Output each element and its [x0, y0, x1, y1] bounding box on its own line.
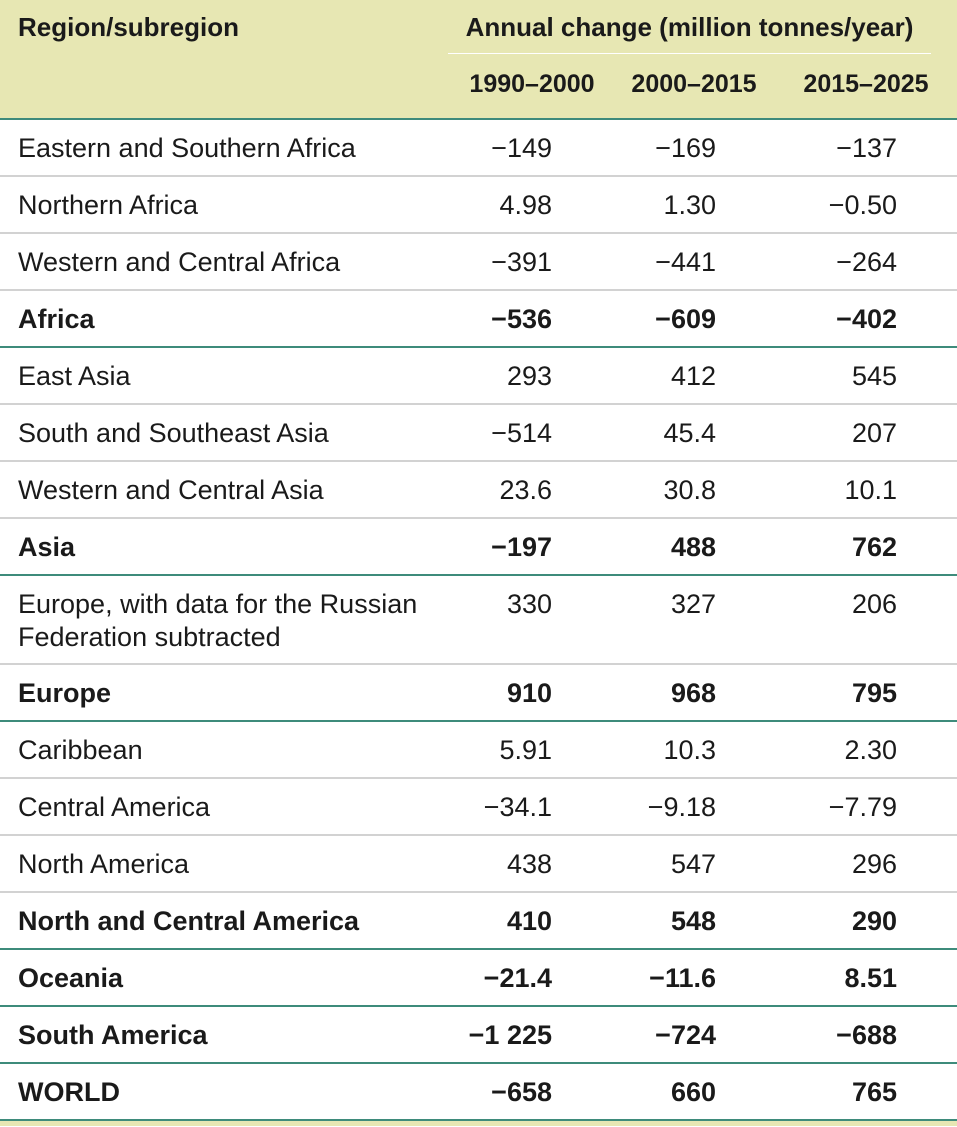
row-value-2015-2025: 545	[851, 361, 897, 391]
row-value-1990-2000: 23.6	[499, 475, 552, 505]
row-value-2000-2015: 412	[670, 361, 716, 391]
table-row: South and Southeast Asia −514 45.4 207	[0, 405, 957, 462]
table-footer-band	[0, 1121, 957, 1126]
row-value-2015-2025: 10.1	[844, 475, 897, 505]
region-column-header: Region/subregion	[18, 12, 239, 42]
table-row-total: South America −1 225 −724 −688	[0, 1007, 957, 1064]
row-value-2000-2015: 327	[670, 589, 716, 619]
row-name: Western and Central Asia	[18, 475, 324, 505]
row-name: Western and Central Africa	[18, 247, 341, 277]
table-row: East Asia 293 412 545	[0, 348, 957, 405]
row-value-2015-2025: −402	[836, 304, 897, 334]
table-row: Europe, with data for the Russian Federa…	[0, 576, 957, 665]
table-row-total: Europe 910 968 795	[0, 665, 957, 722]
row-name: East Asia	[18, 361, 131, 391]
row-value-2000-2015: −609	[655, 304, 716, 334]
row-value-2000-2015: 10.3	[663, 735, 716, 765]
row-value-2015-2025: 795	[851, 678, 897, 708]
row-name: Europe	[18, 678, 112, 708]
period-header-2000-2015: 2000–2015	[631, 70, 757, 98]
row-value-2015-2025: −688	[836, 1020, 897, 1050]
row-value-2000-2015: 547	[670, 849, 716, 879]
table-row: Western and Central Africa −391 −441 −26…	[0, 234, 957, 291]
row-value-2015-2025: −7.79	[828, 792, 897, 822]
table-row: Eastern and Southern Africa −149 −169 −1…	[0, 120, 957, 177]
row-name: Eastern and Southern Africa	[18, 133, 356, 163]
row-value-1990-2000: 330	[506, 589, 552, 619]
row-value-2000-2015: 488	[670, 532, 716, 562]
row-value-2000-2015: 660	[670, 1077, 716, 1107]
row-value-1990-2000: −391	[491, 247, 552, 277]
row-value-2015-2025: −0.50	[828, 190, 897, 220]
row-value-2000-2015: −9.18	[647, 792, 716, 822]
row-value-1990-2000: −514	[491, 418, 552, 448]
table-row-total: Africa −536 −609 −402	[0, 291, 957, 348]
row-value-1990-2000: −1 225	[468, 1020, 552, 1050]
period-header-1990-2000: 1990–2000	[469, 70, 595, 98]
annual-change-header: Annual change (million tonnes/year)	[448, 12, 931, 54]
row-name: Africa	[18, 304, 95, 334]
table-row-total: Asia −197 488 762	[0, 519, 957, 576]
table-row: North America 438 547 296	[0, 836, 957, 893]
row-value-2015-2025: −264	[836, 247, 897, 277]
row-value-1990-2000: −658	[491, 1077, 552, 1107]
row-value-2000-2015: 548	[670, 906, 716, 936]
row-value-1990-2000: −536	[491, 304, 552, 334]
row-value-2000-2015: −11.6	[649, 963, 716, 993]
table-row: Caribbean 5.91 10.3 2.30	[0, 722, 957, 779]
table-row: Central America −34.1 −9.18 −7.79	[0, 779, 957, 836]
row-name: South and Southeast Asia	[18, 418, 329, 448]
row-value-1990-2000: 410	[506, 906, 552, 936]
row-value-2000-2015: 1.30	[663, 190, 716, 220]
table-header: Region/subregion Annual change (million …	[0, 0, 957, 120]
row-name: North and Central America	[18, 906, 360, 936]
row-name: Caribbean	[18, 735, 143, 765]
row-value-2015-2025: 207	[851, 418, 897, 448]
row-value-1990-2000: −21.4	[483, 963, 552, 993]
row-value-1990-2000: −197	[491, 532, 552, 562]
row-value-1990-2000: 5.91	[499, 735, 552, 765]
row-name: Oceania	[18, 963, 124, 993]
row-value-2000-2015: 968	[670, 678, 716, 708]
row-value-2000-2015: −441	[655, 247, 716, 277]
row-value-2000-2015: −169	[655, 133, 716, 163]
row-value-1990-2000: 4.98	[499, 190, 552, 220]
period-header-2015-2025: 2015–2025	[803, 70, 929, 98]
row-name: North America	[18, 849, 190, 879]
row-value-2015-2025: 762	[851, 532, 897, 562]
table-row-world: WORLD −658 660 765	[0, 1064, 957, 1121]
row-name: Asia	[18, 532, 76, 562]
row-value-2015-2025: −137	[836, 133, 897, 163]
row-value-2015-2025: 206	[851, 589, 897, 619]
row-value-1990-2000: 910	[506, 678, 552, 708]
row-value-1990-2000: 293	[506, 361, 552, 391]
row-value-1990-2000: 438	[506, 849, 552, 879]
row-name: South America	[18, 1020, 208, 1050]
row-value-2015-2025: 765	[851, 1077, 897, 1107]
table-row: Western and Central Asia 23.6 30.8 10.1	[0, 462, 957, 519]
row-value-2000-2015: 30.8	[663, 475, 716, 505]
row-value-2015-2025: 290	[851, 906, 897, 936]
row-value-1990-2000: −34.1	[483, 792, 552, 822]
row-name: Central America	[18, 792, 211, 822]
table-row-total: North and Central America 410 548 290	[0, 893, 957, 950]
row-name: Northern Africa	[18, 190, 199, 220]
row-value-2000-2015: −724	[655, 1020, 716, 1050]
row-value-2015-2025: 2.30	[844, 735, 897, 765]
table-row: Northern Africa 4.98 1.30 −0.50	[0, 177, 957, 234]
row-value-2015-2025: 8.51	[844, 963, 897, 993]
row-name: WORLD	[18, 1077, 120, 1107]
row-value-1990-2000: −149	[491, 133, 552, 163]
row-value-2000-2015: 45.4	[663, 418, 716, 448]
row-name: Europe, with data for the Russian Federa…	[18, 589, 418, 652]
table-row-total: Oceania −21.4 −11.6 8.51	[0, 950, 957, 1007]
row-value-2015-2025: 296	[851, 849, 897, 879]
